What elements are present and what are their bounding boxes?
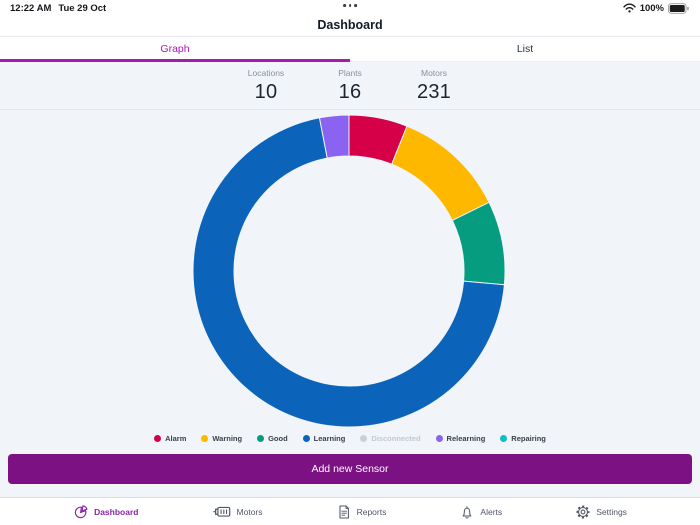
stat-plants-value: 16	[338, 80, 362, 103]
legend-item-warning[interactable]: Warning	[201, 434, 242, 443]
active-tab-underline	[0, 59, 350, 62]
tabbar-item-alerts[interactable]: Alerts	[459, 504, 502, 520]
stat-motors-value: 231	[417, 80, 451, 103]
gear-icon	[576, 505, 590, 518]
wifi-icon	[622, 3, 636, 13]
tab-graph[interactable]: Graph	[160, 43, 190, 55]
status-time: 12:22 AM	[10, 2, 52, 14]
stat-locations-label: Locations	[247, 67, 285, 78]
legend-dot-good	[257, 434, 265, 442]
stat-plants-label: Plants	[338, 67, 362, 78]
tabbar-item-dashboard[interactable]: Dashboard	[73, 504, 138, 520]
legend-label-relearning: Relearning	[446, 433, 486, 443]
legend-label-alarm: Alarm	[165, 433, 187, 443]
legend-dot-alarm	[154, 434, 162, 442]
tab-list[interactable]: List	[516, 43, 534, 55]
donut-chart	[192, 114, 506, 428]
add-new-sensor-button[interactable]: Add new Sensor	[8, 454, 692, 484]
legend-dot-learning	[302, 434, 310, 442]
battery-icon	[668, 2, 689, 14]
legend-item-good[interactable]: Good	[257, 434, 288, 443]
status-date: Tue 29 Oct	[58, 2, 107, 14]
tabbar-label-reports: Reports	[356, 506, 387, 517]
stat-locations: Locations 10	[240, 68, 292, 104]
tabbar-label-dashboard: Dashboard	[94, 506, 139, 517]
legend-item-repairing[interactable]: Repairing	[500, 434, 546, 443]
legend-label-learning: Learning	[313, 433, 346, 443]
dashboard-content: Locations 10 Plants 16 Motors 231 Alarm …	[0, 62, 700, 497]
legend-item-relearning[interactable]: Relearning	[435, 433, 486, 443]
legend-dot-warning	[201, 434, 209, 442]
pie-chart-icon	[74, 504, 88, 518]
legend-label-repairing: Repairing	[511, 433, 546, 443]
tabbar-label-motors: Motors	[236, 506, 263, 517]
donut-segment-warning	[391, 125, 490, 222]
legend-label-warning: Warning	[212, 433, 243, 443]
legend-item-disconnected[interactable]: Disconnected	[360, 433, 421, 443]
report-icon	[339, 504, 349, 519]
legend-dot-repairing	[500, 434, 508, 442]
tabbar-item-settings[interactable]: Settings	[575, 504, 627, 520]
bottom-tab-bar: Dashboard Motors Reports Alerts	[0, 497, 700, 525]
multitasking-indicator[interactable]	[343, 4, 357, 7]
battery-percent: 100%	[639, 2, 664, 14]
tabbar-item-reports[interactable]: Reports	[336, 504, 387, 520]
tabbar-item-motors[interactable]: Motors	[212, 504, 263, 519]
legend-label-good: Good	[268, 433, 288, 443]
donut-segment-learning	[192, 117, 505, 428]
view-switch-tabs: Graph List	[0, 36, 700, 62]
stat-motors: Motors 231	[408, 68, 460, 104]
bell-icon	[463, 505, 472, 519]
legend-item-alarm[interactable]: Alarm	[154, 434, 186, 443]
tabbar-label-settings: Settings	[596, 506, 627, 517]
legend-label-disconnected: Disconnected	[371, 433, 421, 443]
chart-legend: Alarm Warning Good Learning Disconnected…	[0, 430, 700, 446]
stat-motors-label: Motors	[421, 67, 447, 78]
donut-segment-relearning	[318, 114, 350, 159]
page-title: Dashboard	[317, 18, 383, 32]
motor-icon	[212, 506, 230, 517]
stats-summary: Locations 10 Plants 16 Motors 231	[0, 62, 700, 110]
status-bar: 12:22 AM Tue 29 Oct 100%	[0, 0, 700, 14]
legend-item-learning[interactable]: Learning	[302, 433, 346, 443]
stat-locations-value: 10	[254, 80, 278, 103]
legend-dot-relearning	[435, 434, 443, 442]
legend-dot-disconnected	[360, 434, 368, 442]
stat-plants: Plants 16	[324, 68, 376, 104]
tabbar-label-alerts: Alerts	[480, 506, 503, 517]
navigation-bar: Dashboard	[0, 14, 700, 36]
